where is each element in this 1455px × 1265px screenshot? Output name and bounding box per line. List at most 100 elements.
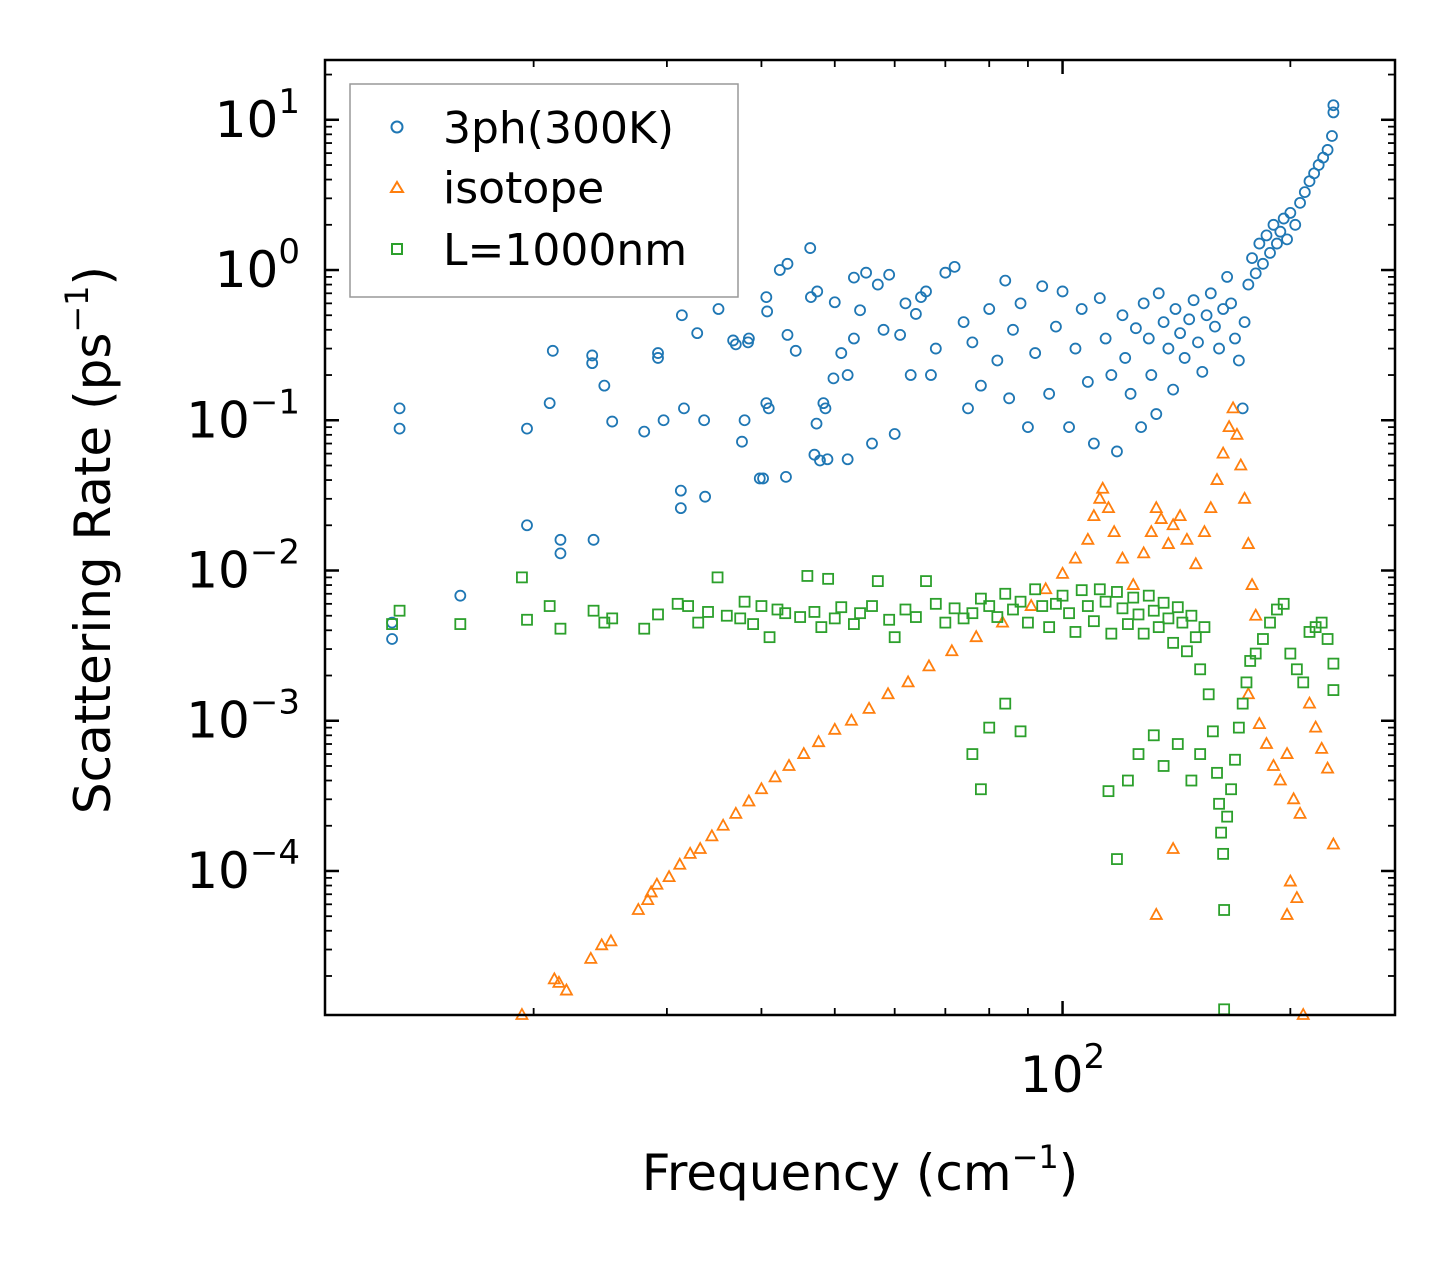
data-point-square xyxy=(1257,633,1269,645)
data-point-square xyxy=(966,748,979,760)
data-point-triangle xyxy=(662,869,677,883)
data-point-triangle xyxy=(716,817,731,831)
data-point-circle xyxy=(1257,257,1269,270)
data-point-triangle xyxy=(1280,746,1295,759)
data-point-triangle xyxy=(1229,426,1244,440)
data-point-circle xyxy=(1213,342,1225,355)
data-point-triangle xyxy=(862,700,877,714)
data-point-circle xyxy=(975,379,987,392)
data-point-square xyxy=(1152,621,1165,634)
data-point-square xyxy=(1147,604,1160,617)
data-point-square xyxy=(1147,729,1160,742)
data-point-triangle xyxy=(1092,490,1107,504)
data-point-triangle xyxy=(1289,890,1304,903)
data-point-circle xyxy=(1221,270,1234,283)
data-point-triangle xyxy=(1237,490,1252,504)
data-point-triangle xyxy=(1144,524,1159,538)
data-point-square xyxy=(711,571,724,584)
data-point-circle xyxy=(1192,336,1204,349)
data-point-square xyxy=(1102,785,1115,798)
data-point-square xyxy=(1229,753,1241,766)
data-point-circle xyxy=(810,417,823,430)
data-point-circle xyxy=(454,589,467,602)
data-point-circle xyxy=(1093,292,1106,305)
data-point-circle xyxy=(521,519,533,532)
data-point-square xyxy=(1171,738,1184,750)
data-point-circle xyxy=(1284,207,1297,219)
data-point-square xyxy=(1122,618,1134,630)
data-point-square xyxy=(1075,584,1088,597)
data-point-circle xyxy=(1169,303,1182,315)
data-point-square xyxy=(1194,663,1207,676)
data-point-circle xyxy=(1029,347,1042,359)
data-point-square xyxy=(1176,616,1189,629)
data-point-circle xyxy=(521,422,533,435)
data-point-circle xyxy=(1137,297,1150,310)
data-point-circle xyxy=(1150,408,1163,420)
data-point-circle xyxy=(894,328,907,341)
data-point-circle xyxy=(899,297,912,310)
data-point-square xyxy=(848,618,860,630)
data-point-circle xyxy=(546,344,559,357)
data-point-triangle xyxy=(1107,524,1122,538)
data-point-square xyxy=(1157,760,1170,772)
data-point-triangle xyxy=(921,658,936,672)
data-point-square xyxy=(638,622,651,635)
data-point-square xyxy=(1221,810,1234,823)
data-point-circle xyxy=(841,369,854,381)
data-point-triangle xyxy=(1203,500,1218,514)
data-point-circle xyxy=(1162,342,1175,355)
data-point-circle xyxy=(598,379,611,392)
legend-marker-circle xyxy=(390,120,404,134)
data-point-circle xyxy=(966,336,979,349)
data-point-triangle xyxy=(1241,536,1256,549)
data-point-square xyxy=(1321,633,1334,645)
data-point-square xyxy=(747,618,760,630)
data-point-triangle xyxy=(881,686,896,700)
data-point-circle xyxy=(1196,365,1209,378)
series-0 xyxy=(386,99,1340,645)
data-point-square xyxy=(1056,589,1069,602)
data-point-triangle xyxy=(1149,907,1164,920)
data-point-square xyxy=(1050,597,1062,610)
data-point-circle xyxy=(817,397,830,410)
data-point-circle xyxy=(780,470,792,483)
data-point-square xyxy=(1194,748,1207,760)
data-point-square xyxy=(516,571,528,584)
data-point-circle xyxy=(1069,342,1082,355)
data-point-circle xyxy=(1209,320,1221,333)
data-point-triangle xyxy=(1188,556,1203,570)
data-point-triangle xyxy=(1222,419,1237,433)
data-point-square xyxy=(734,612,747,625)
data-point-square xyxy=(899,603,912,616)
data-point-triangle xyxy=(583,951,598,964)
data-point-square xyxy=(1327,657,1340,670)
data-point-circle xyxy=(957,316,970,329)
data-point-circle xyxy=(841,453,854,466)
data-point-triangle xyxy=(1095,480,1110,494)
data-point-circle xyxy=(1129,322,1142,335)
data-point-triangle xyxy=(1273,772,1288,786)
data-point-square xyxy=(1290,663,1303,676)
data-point-circle xyxy=(757,472,769,485)
data-point-square xyxy=(1206,725,1219,738)
data-point-square xyxy=(999,587,1012,600)
data-point-circle xyxy=(1271,237,1283,250)
data-point-circle xyxy=(1157,316,1170,329)
data-point-square xyxy=(1014,595,1027,608)
data-point-triangle xyxy=(631,902,646,915)
data-point-square xyxy=(835,601,848,614)
data-point-square xyxy=(1132,748,1145,760)
data-point-triangle xyxy=(1038,581,1053,595)
data-point-square xyxy=(386,618,398,630)
data-point-square xyxy=(1284,647,1297,660)
data-point-square xyxy=(1315,616,1328,629)
data-point-triangle xyxy=(1280,907,1295,920)
data-point-square xyxy=(755,600,768,612)
data-point-circle xyxy=(848,271,860,284)
data-point-circle xyxy=(1007,323,1019,336)
x-axis-title: Frequency (cm−1) xyxy=(642,1138,1079,1202)
data-point-circle xyxy=(762,402,775,415)
data-point-square xyxy=(587,604,600,617)
data-point-square xyxy=(975,783,987,796)
